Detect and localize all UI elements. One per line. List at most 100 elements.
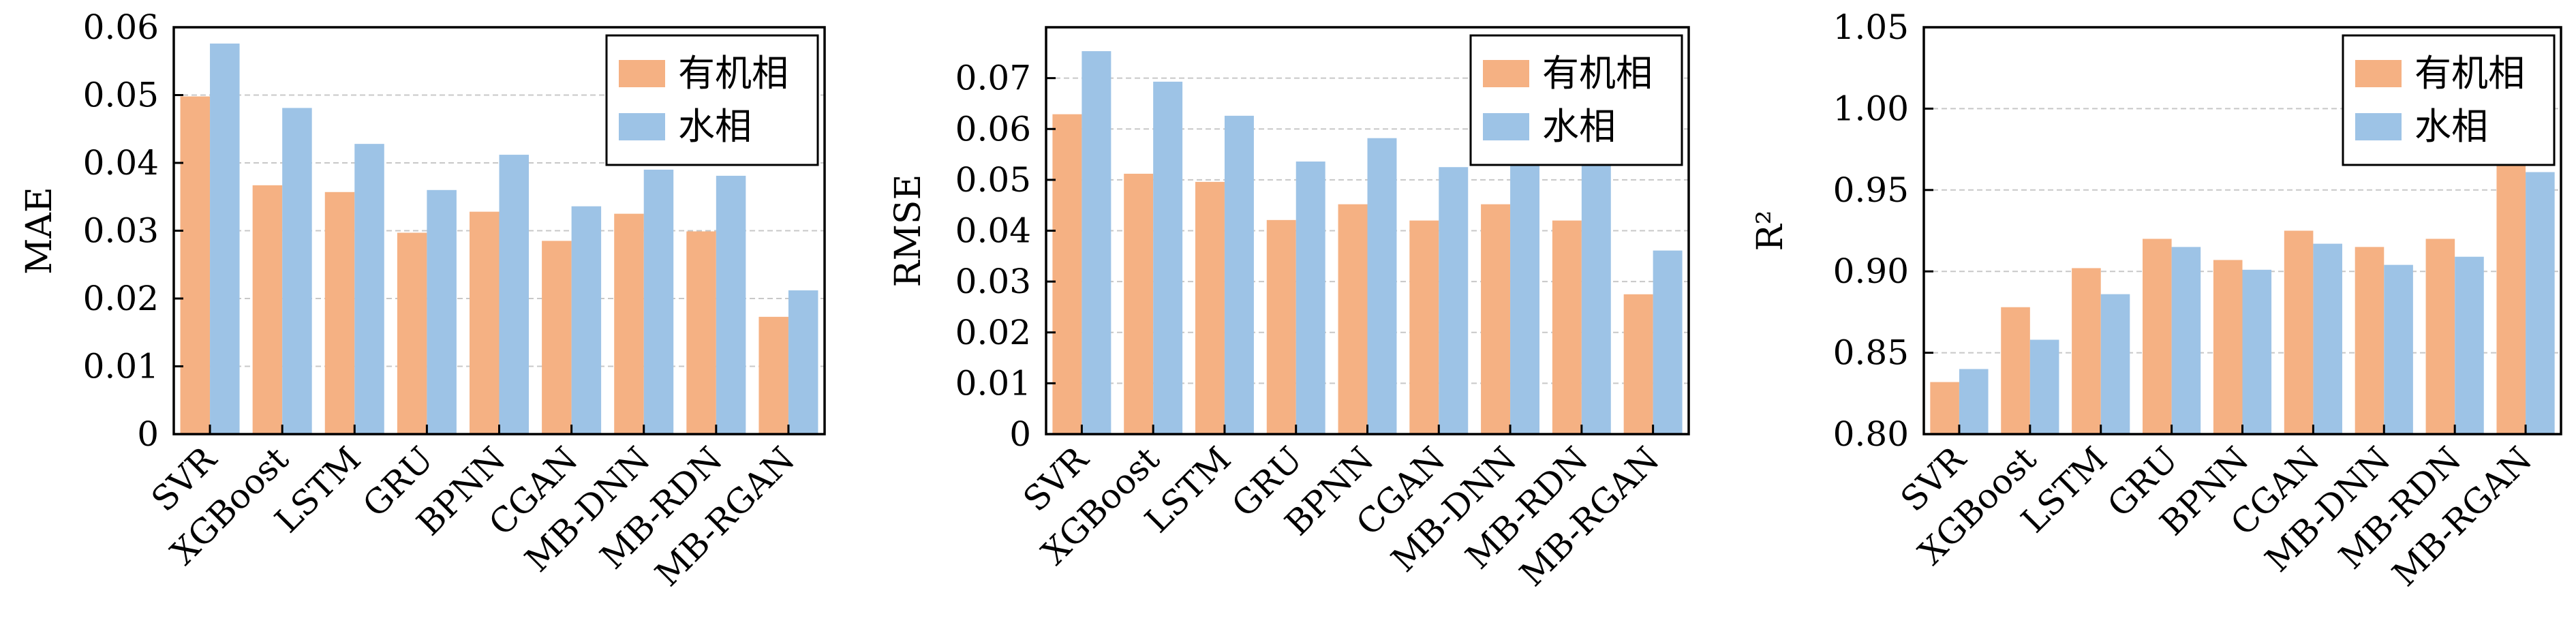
- bar-organic-svr: [1930, 382, 1959, 434]
- legend-swatch-organic: [619, 60, 665, 87]
- y-tick-label: 0: [137, 414, 159, 454]
- legend-label-water: 水相: [2414, 105, 2488, 148]
- y-tick-label: 0.06: [83, 7, 159, 47]
- legend-swatch-water: [1483, 113, 1529, 140]
- bar-water-xgboost: [282, 108, 312, 434]
- legend-swatch-organic: [2355, 60, 2402, 87]
- bar-water-mb-rgan: [788, 290, 818, 434]
- y-tick-label: 0.90: [1833, 251, 1909, 291]
- bar-organic-lstm: [2072, 268, 2101, 434]
- bar-water-mb-rdn: [1581, 149, 1611, 434]
- bar-organic-mb-rgan: [758, 316, 788, 434]
- chart-panel-2: 00.010.020.030.040.050.060.07SVRXGBoostL…: [888, 26, 1690, 594]
- bar-water-svr: [1082, 51, 1111, 435]
- bar-organic-lstm: [324, 192, 355, 434]
- bar-water-cgan: [2313, 243, 2342, 434]
- bar-organic-mb-rdn: [686, 231, 716, 434]
- legend-label-organic: 有机相: [678, 52, 788, 95]
- y-tick-label: 0.01: [83, 347, 159, 386]
- y-tick-label: 0.80: [1833, 414, 1909, 454]
- bar-water-mb-rdn: [716, 175, 746, 434]
- y-tick-label: 0.04: [955, 211, 1031, 251]
- bar-organic-mb-dnn: [2355, 247, 2385, 434]
- bar-water-bpnn: [1367, 138, 1397, 434]
- bar-organic-mb-rgan: [1623, 294, 1653, 434]
- bar-water-svr: [1959, 369, 1989, 434]
- bar-water-lstm: [1224, 115, 1254, 434]
- bar-organic-cgan: [2284, 230, 2314, 434]
- y-tick-label: 0.05: [83, 76, 159, 115]
- bar-water-cgan: [1439, 167, 1469, 434]
- bar-organic-mb-rdn: [2425, 239, 2455, 434]
- legend-box: [2342, 34, 2556, 166]
- y-tick-label: 0.85: [1833, 333, 1909, 373]
- bar-water-xgboost: [2029, 339, 2059, 434]
- bar-organic-cgan: [1409, 220, 1439, 434]
- bar-organic-mb-dnn: [1481, 204, 1511, 434]
- bar-water-mb-dnn: [2384, 264, 2413, 434]
- bar-organic-gru: [1266, 219, 1296, 434]
- y-axis-label: MAE: [19, 187, 60, 275]
- y-tick-label: 0.02: [83, 279, 159, 318]
- legend-swatch-organic: [1483, 60, 1529, 87]
- legend-swatch-water: [619, 113, 665, 140]
- bar-organic-gru: [2143, 239, 2172, 434]
- bar-organic-xgboost: [2001, 307, 2030, 434]
- bar-water-gru: [427, 189, 457, 434]
- bar-water-bpnn: [499, 155, 530, 434]
- y-tick-label: 0.01: [955, 363, 1031, 403]
- bar-water-bpnn: [2242, 269, 2272, 434]
- bar-organic-mb-rdn: [1552, 220, 1582, 434]
- bar-water-cgan: [571, 206, 602, 434]
- legend-box: [1469, 34, 1683, 166]
- legend-label-water: 水相: [1542, 105, 1616, 148]
- y-tick-label: 0.95: [1833, 170, 1909, 210]
- bar-water-lstm: [2100, 294, 2130, 434]
- legend-box: [605, 34, 819, 166]
- legend-label-organic: 有机相: [2414, 52, 2525, 95]
- bar-organic-bpnn: [1338, 204, 1368, 434]
- bar-organic-lstm: [1195, 181, 1225, 434]
- bar-water-lstm: [354, 144, 384, 434]
- bar-water-mb-rdn: [2455, 256, 2484, 434]
- bar-water-mb-rgan: [2526, 172, 2555, 435]
- bar-organic-cgan: [542, 241, 572, 434]
- bar-water-mb-dnn: [643, 169, 674, 434]
- y-tick-label: 0.06: [955, 109, 1031, 149]
- legend-label-water: 水相: [678, 105, 752, 148]
- bar-water-gru: [1295, 162, 1325, 434]
- bar-organic-mb-dnn: [614, 213, 644, 434]
- y-tick-label: 0: [1009, 414, 1031, 454]
- bar-water-mb-rgan: [1653, 250, 1683, 434]
- chart-panel-3: 0.800.850.900.951.001.05SVRXGBoostLSTMGR…: [1750, 7, 2562, 594]
- legend-label-organic: 有机相: [1542, 52, 1653, 95]
- y-tick-label: 1.05: [1833, 7, 1909, 47]
- y-tick-label: 0.02: [955, 313, 1031, 352]
- y-tick-label: 0.04: [83, 143, 159, 183]
- bar-organic-bpnn: [2213, 260, 2243, 434]
- bar-water-svr: [210, 43, 240, 434]
- y-axis-label: R²: [1750, 211, 1791, 251]
- bar-water-xgboost: [1153, 81, 1183, 434]
- bar-organic-bpnn: [469, 211, 500, 434]
- bar-water-gru: [2171, 247, 2201, 434]
- y-tick-label: 0.03: [83, 211, 159, 251]
- y-axis-label: RMSE: [888, 174, 929, 288]
- bar-water-mb-dnn: [1510, 149, 1540, 434]
- chart-panel-1: 00.010.020.030.040.050.06SVRXGBoostLSTMG…: [19, 7, 826, 594]
- bar-organic-xgboost: [1124, 173, 1154, 435]
- y-tick-label: 0.07: [955, 59, 1031, 98]
- bar-organic-gru: [397, 232, 427, 434]
- bar-organic-svr: [180, 96, 211, 435]
- bar-organic-mb-rgan: [2496, 160, 2526, 435]
- y-tick-label: 0.03: [955, 262, 1031, 301]
- y-tick-label: 0.05: [955, 160, 1031, 200]
- legend-swatch-water: [2355, 113, 2402, 140]
- bar-organic-xgboost: [252, 185, 283, 434]
- bar-organic-svr: [1052, 114, 1082, 434]
- y-tick-label: 1.00: [1833, 89, 1909, 128]
